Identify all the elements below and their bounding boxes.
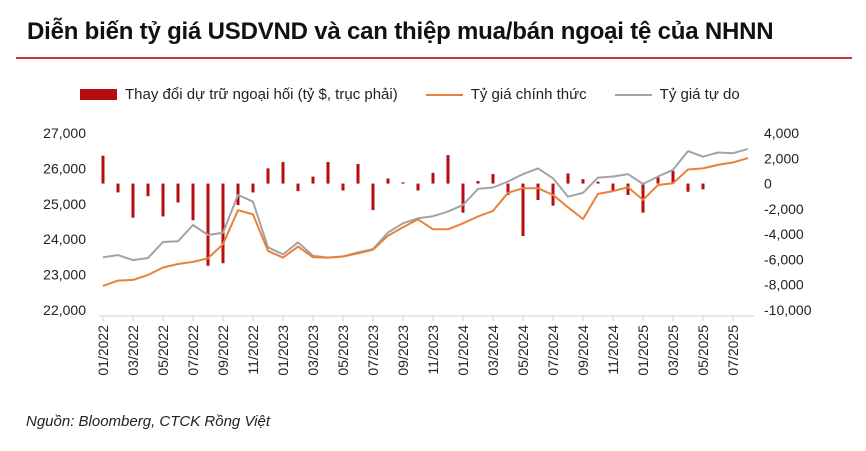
reserve-change-bar — [491, 174, 495, 184]
reserve-change-bar — [311, 176, 315, 184]
x-tick-label: 01/2025 — [635, 325, 651, 376]
reserve-change-bar — [371, 183, 375, 211]
reserve-change-bar — [176, 183, 180, 203]
free-rate-line — [102, 147, 749, 262]
x-tick-label: 01/2023 — [275, 325, 291, 376]
reserve-change-bar — [476, 181, 480, 184]
source-note: Nguồn: Bloomberg, CTCK Rồng Việt — [26, 413, 271, 430]
reserve-change-bar — [656, 177, 660, 184]
x-tick-label: 01/2024 — [455, 325, 471, 376]
reserve-change-bar — [581, 179, 585, 184]
y-right-tick-label: 0 — [764, 176, 772, 192]
reserve-change-bar — [326, 162, 330, 184]
reserve-change-bar — [296, 183, 300, 192]
x-tick-label: 09/2022 — [215, 325, 231, 376]
reserve-change-bar — [686, 183, 690, 192]
x-tick-label: 05/2022 — [155, 325, 171, 376]
reserve-change-bar — [386, 178, 390, 184]
x-tick-label: 03/2022 — [125, 325, 141, 376]
reserve-change-bar — [416, 183, 420, 191]
reserve-change-bar — [611, 183, 615, 191]
title-divider — [16, 57, 852, 59]
reserve-change-bar — [401, 182, 405, 184]
x-tick-label: 07/2025 — [725, 325, 741, 376]
x-tick-label: 11/2022 — [245, 325, 261, 375]
y-left-tick-label: 23,000 — [43, 267, 86, 283]
x-tick-label: 09/2024 — [575, 325, 591, 376]
y-left-tick-label: 27,000 — [43, 125, 86, 141]
reserve-change-bar — [431, 172, 435, 184]
legend-item-free: Tỷ giá tự do — [614, 86, 740, 103]
x-tick-label: 03/2023 — [305, 325, 321, 376]
x-tick-label: 05/2025 — [695, 325, 711, 376]
reserve-change-bar — [206, 183, 210, 266]
reserve-change-bar — [131, 183, 135, 218]
y-right-tick-label: -10,000 — [764, 302, 812, 318]
legend-item-reserves: Thay đổi dự trữ ngoại hối (tỷ $, trục ph… — [80, 86, 398, 103]
reserve-change-bar — [251, 183, 255, 193]
reserve-change-bar — [626, 183, 630, 195]
y-left-tick-label: 26,000 — [43, 160, 86, 176]
x-tick-label: 05/2023 — [335, 325, 351, 376]
reserve-change-bar — [266, 168, 270, 184]
reserve-change-bar — [281, 162, 285, 184]
reserve-change-bar — [566, 173, 570, 184]
legend-label-official: Tỷ giá chính thức — [470, 86, 587, 103]
y-left-tick-label: 22,000 — [43, 302, 86, 318]
reserve-change-bar — [101, 155, 105, 184]
reserve-change-bar — [701, 183, 705, 190]
reserve-change-bar — [506, 183, 510, 195]
reserve-change-bar — [146, 183, 150, 197]
reserve-change-bar — [446, 155, 450, 184]
x-tick-label: 05/2024 — [515, 325, 531, 376]
legend-item-official: Tỷ giá chính thức — [425, 86, 587, 103]
x-tick-label: 07/2024 — [545, 325, 561, 376]
legend-swatch-reserves — [80, 89, 117, 100]
legend-swatch-free — [614, 93, 652, 96]
reserve-change-bar — [641, 183, 645, 213]
x-tick-label: 09/2023 — [395, 325, 411, 376]
x-tick-label: 03/2024 — [485, 325, 501, 376]
y-left-tick-label: 25,000 — [43, 196, 86, 212]
reserve-change-bar — [461, 183, 465, 213]
reserve-change-bar — [161, 183, 165, 217]
reserve-change-bar — [191, 183, 195, 221]
y-right-tick-label: -2,000 — [764, 201, 804, 217]
legend: Thay đổi dự trữ ngoại hối (tỷ $, trục ph… — [80, 86, 768, 103]
y-right-tick-label: -8,000 — [764, 277, 804, 293]
y-right-tick-label: 2,000 — [764, 150, 799, 166]
y-left-tick-label: 24,000 — [43, 231, 86, 247]
reserve-change-bar — [596, 181, 600, 184]
y-right-tick-label: 4,000 — [764, 125, 799, 141]
y-right-tick-label: -6,000 — [764, 251, 804, 267]
x-tick-label: 11/2023 — [425, 325, 441, 375]
x-tick-label: 01/2022 — [95, 325, 111, 376]
legend-label-reserves: Thay đổi dự trữ ngoại hối (tỷ $, trục ph… — [125, 86, 398, 103]
x-tick-label: 07/2023 — [365, 325, 381, 376]
y-right-tick-label: -4,000 — [764, 226, 804, 242]
legend-label-free: Tỷ giá tự do — [659, 86, 740, 103]
reserve-change-bar — [116, 183, 120, 193]
legend-swatch-official — [425, 93, 463, 96]
x-tick-label: 03/2025 — [665, 325, 681, 376]
reserve-change-bar — [221, 183, 225, 264]
reserve-change-bar — [341, 183, 345, 191]
chart-title: Diễn biến tỷ giá USDVND và can thiệp mua… — [27, 18, 774, 45]
reserve-change-bar — [536, 183, 540, 201]
reserve-change-bar — [671, 170, 675, 184]
x-tick-label: 11/2024 — [605, 325, 621, 375]
x-tick-label: 07/2022 — [185, 325, 201, 376]
reserve-change-bar — [356, 163, 360, 184]
official-rate-line — [102, 157, 749, 287]
reserve-change-bar — [521, 183, 525, 237]
